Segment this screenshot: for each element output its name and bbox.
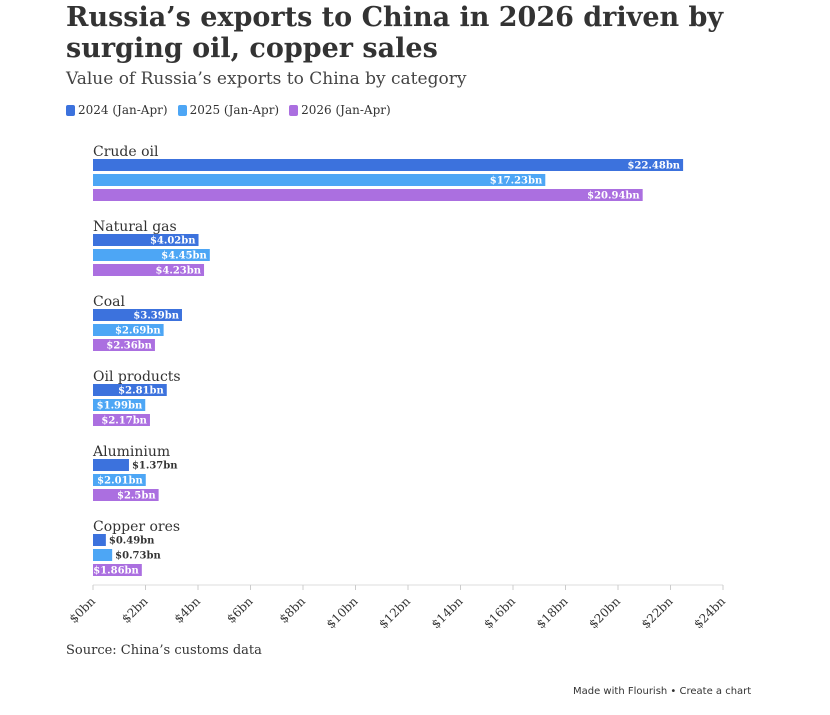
bar-value-label: $0.49bn: [109, 536, 155, 547]
bar-value-label: $2.36bn: [106, 341, 152, 352]
legend-item-2024[interactable]: 2024 (Jan-Apr): [66, 103, 168, 117]
bar-value-label: $2.01bn: [97, 476, 143, 487]
bar-coal-2[interactable]: [93, 339, 155, 351]
category-label-crude-oil: Crude oil: [93, 144, 159, 160]
bar-value-label: $22.48bn: [628, 161, 681, 172]
x-tick-label: $8bn: [277, 594, 309, 626]
category-label-natural-gas: Natural gas: [93, 219, 177, 235]
x-tick-label: $18bn: [534, 594, 571, 631]
chart-subtitle: Value of Russia’s exports to China by ca…: [66, 69, 467, 89]
bar-value-label: $4.23bn: [155, 266, 201, 277]
legend-item-2025[interactable]: 2025 (Jan-Apr): [177, 103, 280, 117]
source-note: Source: China’s customs data: [66, 643, 262, 658]
flourish-credit[interactable]: Made with Flourish • Create a chart: [573, 686, 752, 697]
x-tick-label: $10bn: [324, 594, 361, 631]
x-tick-label: $14bn: [429, 594, 466, 631]
bar-copper-ores-1[interactable]: [93, 549, 113, 561]
category-label-coal: Coal: [93, 294, 125, 310]
category-label-copper-ores: Copper ores: [93, 519, 180, 535]
bar-copper-ores-0[interactable]: [93, 534, 106, 546]
legend-item-2026[interactable]: 2026 (Jan-Apr): [289, 103, 391, 117]
bar-value-label: $3.39bn: [133, 311, 179, 322]
legend-swatch-2025: [177, 104, 187, 116]
legend-swatch-2024: [66, 104, 75, 116]
x-tick-label: $16bn: [481, 594, 518, 631]
x-tick-label: $6bn: [224, 594, 256, 626]
chart-title: Russia’s exports to China in 2026 driven…: [66, 2, 724, 64]
category-label-oil-products: Oil products: [93, 369, 181, 385]
legend-label-2026: 2026 (Jan-Apr): [301, 103, 391, 117]
category-label-aluminium: Aluminium: [92, 444, 170, 460]
bar-crude-oil-0[interactable]: [93, 159, 684, 171]
bar-aluminium-2[interactable]: [93, 489, 159, 501]
x-tick-label: $20bn: [586, 594, 623, 631]
x-tick-label: $4bn: [172, 594, 204, 626]
chart-legend: 2024 (Jan-Apr) 2025 (Jan-Apr) 2026 (Jan-…: [66, 103, 391, 117]
bar-value-label: $20.94bn: [587, 191, 640, 202]
legend-swatch-2026: [289, 104, 299, 116]
x-tick-label: $2bn: [119, 594, 151, 626]
bar-value-label: $2.81bn: [118, 386, 164, 397]
bar-coal-0[interactable]: [93, 309, 182, 321]
x-tick-label: $0bn: [67, 594, 99, 626]
bar-value-label: $4.45bn: [161, 251, 207, 262]
bar-value-label: $17.23bn: [490, 176, 543, 187]
bar-oil-products-2[interactable]: [93, 414, 150, 426]
bar-value-label: $4.02bn: [150, 236, 196, 247]
bar-oil-products-0[interactable]: [93, 384, 167, 396]
bar-crude-oil-1[interactable]: [93, 174, 546, 186]
bar-value-label: $2.69bn: [115, 326, 161, 337]
bar-natural-gas-2[interactable]: [93, 264, 205, 276]
bar-natural-gas-1[interactable]: [93, 249, 210, 261]
bar-natural-gas-0[interactable]: [93, 234, 199, 246]
bar-coal-1[interactable]: [93, 324, 164, 336]
bar-copper-ores-2[interactable]: [93, 564, 142, 576]
x-tick-label: $12bn: [376, 594, 413, 631]
bar-value-label: $1.86bn: [93, 566, 139, 577]
bar-value-label: $0.73bn: [115, 551, 161, 562]
legend-label-2025: 2025 (Jan-Apr): [189, 103, 280, 117]
legend-label-2024: 2024 (Jan-Apr): [78, 103, 168, 117]
bar-value-label: $2.5bn: [117, 491, 156, 502]
bar-chart: Crude oil $22.48bn $17.23bn $20.94bn Natural…: [67, 144, 729, 631]
bar-value-label: $1.99bn: [97, 401, 143, 412]
bar-oil-products-1[interactable]: [93, 399, 146, 411]
bar-crude-oil-2[interactable]: [93, 189, 643, 201]
x-tick-label: $24bn: [691, 594, 728, 631]
bar-aluminium-0[interactable]: [93, 459, 129, 471]
bar-value-label: $1.37bn: [132, 461, 178, 472]
x-tick-label: $22bn: [639, 594, 676, 631]
bar-aluminium-1[interactable]: [93, 474, 146, 486]
bar-value-label: $2.17bn: [101, 416, 147, 427]
